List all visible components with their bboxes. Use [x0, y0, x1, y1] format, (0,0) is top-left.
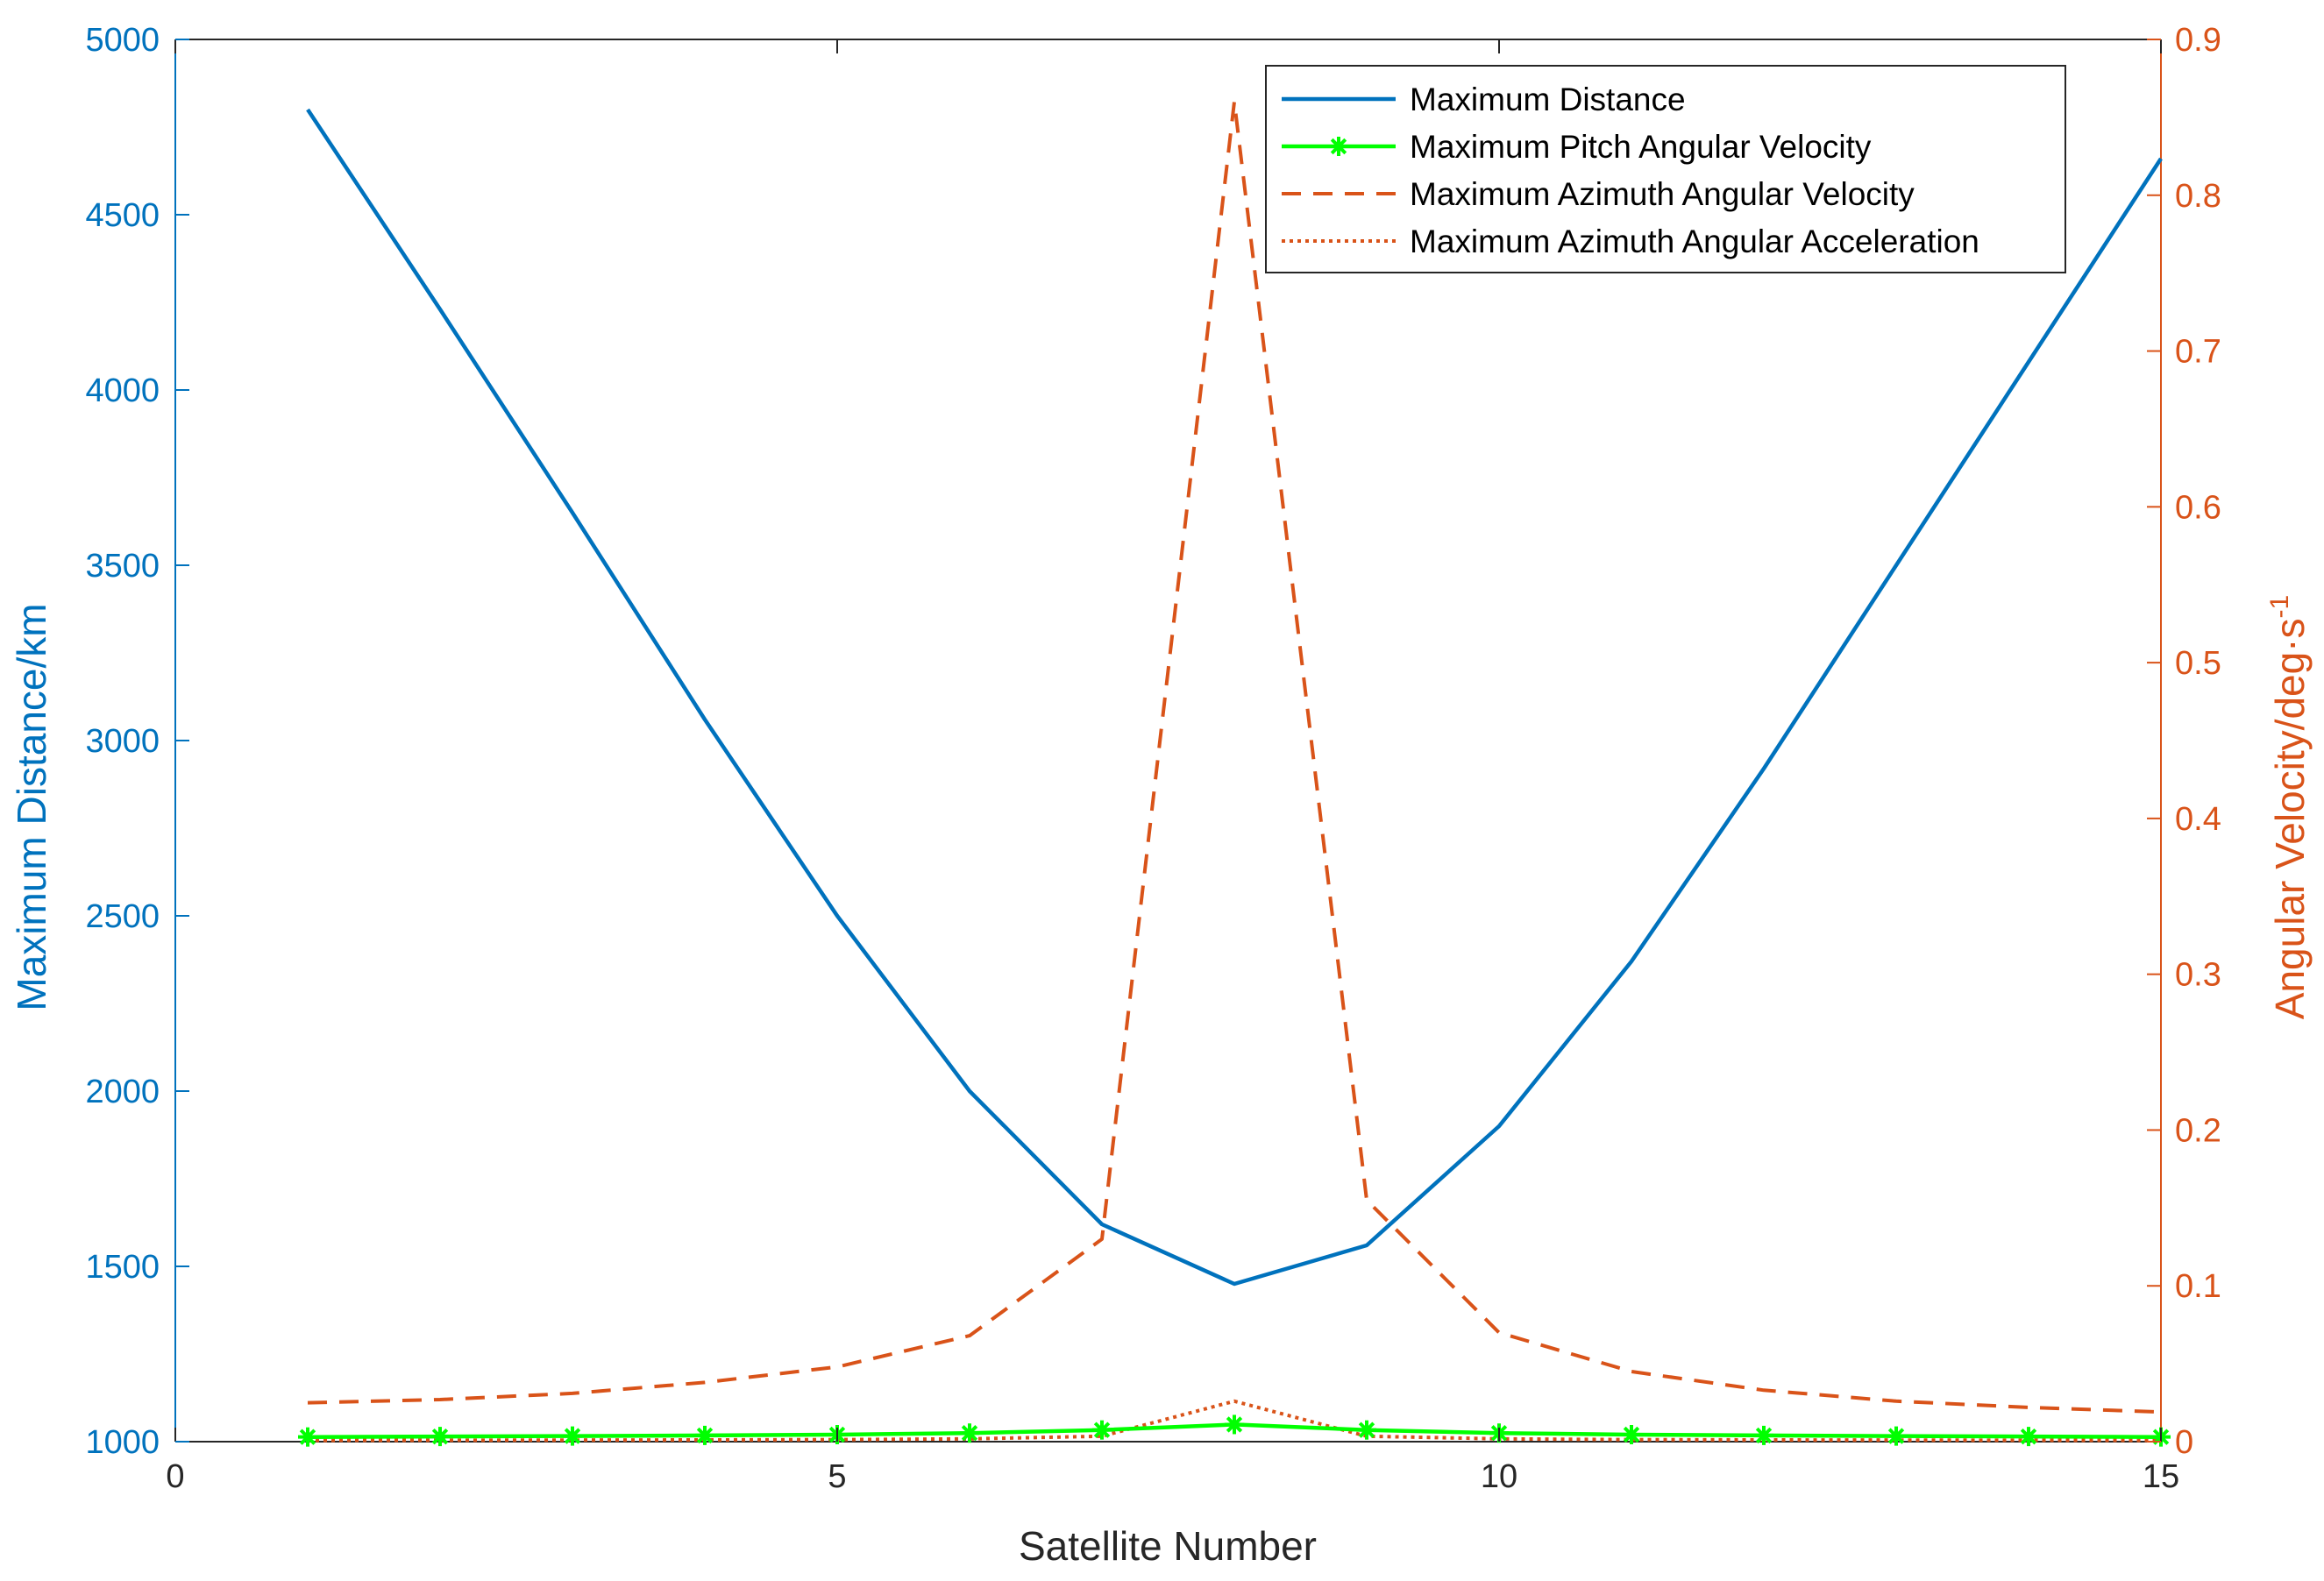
data-point [1092, 1420, 1112, 1440]
marker-arm [1887, 1428, 1905, 1444]
series-line [307, 100, 2162, 1414]
series-line [307, 1399, 2162, 1443]
marker-arm [299, 1429, 316, 1445]
y-right-tick-label: 0.7 [2175, 334, 2221, 371]
y-right-tick-label: 0.6 [2175, 489, 2221, 526]
marker-arm [961, 1425, 978, 1442]
legend-box [1265, 65, 2066, 273]
y-left-tick-label: 4500 [85, 197, 160, 234]
series-maximum-azimuth-angular-acceleration [307, 1399, 2162, 1443]
y-axis-right-label-exponent: -1 [2265, 595, 2294, 619]
series-maximum-pitch-angular-velocity [298, 1414, 2171, 1447]
x-tick-label: 0 [166, 1458, 184, 1495]
legend-item: Maximum Azimuth Angular Velocity [1282, 176, 1915, 212]
legend: Maximum Distance Maximum Pitch Angular Ve… [1265, 65, 2066, 273]
data-point [960, 1423, 979, 1443]
y-left-tick-label: 1500 [85, 1249, 160, 1286]
y-right-tick-label: 0.4 [2175, 801, 2221, 838]
marker-arm [1093, 1421, 1111, 1438]
legend-item: Maximum Azimuth Angular Acceleration [1282, 223, 1979, 259]
legend-marker [1329, 137, 1348, 156]
data-point [695, 1425, 714, 1445]
data-point [1887, 1426, 1906, 1446]
series-layer [298, 100, 2171, 1447]
data-point [2019, 1427, 2038, 1447]
legend-label: Maximum Distance [1410, 82, 1686, 117]
marker-arm [2020, 1428, 2037, 1445]
y-left-tick-label: 5000 [85, 22, 160, 59]
marker-arm [1226, 1416, 1243, 1433]
data-point [1357, 1420, 1376, 1440]
data-point [1225, 1414, 1244, 1435]
x-tick-label: 5 [828, 1458, 846, 1495]
marker-arm [696, 1427, 714, 1444]
x-axis-label: Satellite Number [1019, 1523, 1317, 1569]
legend-label: Maximum Azimuth Angular Acceleration [1410, 223, 1979, 259]
y-right-tick-label: 0.3 [2175, 957, 2221, 994]
legend-label: Maximum Pitch Angular Velocity [1410, 129, 1872, 165]
y-axis-right-label-base: Angular Velocity/deg·s [2267, 618, 2313, 1019]
ticks-layer: 0 5 10 15 1000 1500 2000 2500 3000 3500 4000 4500 50… [85, 22, 2221, 1495]
marker-arm [1623, 1426, 1640, 1443]
data-point [1754, 1425, 1773, 1445]
data-point [298, 1427, 317, 1447]
y-right-tick-label: 0.1 [2175, 1268, 2221, 1305]
marker-arm [1358, 1421, 1375, 1438]
y-right-tick-label: 0 [2175, 1424, 2193, 1461]
series-maximum-azimuth-angular-velocity [307, 100, 2162, 1414]
y-left-tick-label: 2500 [85, 898, 160, 935]
y-right-tick-label: 0.2 [2175, 1112, 2221, 1149]
y-left-tick-label: 2000 [85, 1074, 160, 1110]
legend-item: Maximum Distance [1282, 82, 1686, 117]
y-left-tick-label: 3000 [85, 723, 160, 760]
data-point [563, 1426, 582, 1446]
y-left-tick-label: 4000 [85, 372, 160, 409]
y-right-tick-label: 0.5 [2175, 645, 2221, 682]
y-right-tick-label: 0.9 [2175, 22, 2221, 59]
marker-arm [1330, 138, 1347, 155]
y-axis-left-label: Maximum Distance/km [9, 603, 54, 1010]
y-axis-right-label: Angular Velocity/deg·s-1 [2265, 595, 2313, 1019]
legend-item: Maximum Pitch Angular Velocity [1282, 129, 1872, 165]
x-tick-label: 15 [2143, 1458, 2179, 1495]
series-maximum-distance [306, 108, 2163, 1287]
marker-arm [1755, 1427, 1773, 1444]
y-left-tick-label: 3500 [85, 548, 160, 585]
marker-arm [564, 1428, 581, 1444]
marker-arm [431, 1428, 449, 1445]
data-point [1622, 1425, 1641, 1444]
legend-label: Maximum Azimuth Angular Velocity [1410, 176, 1915, 212]
y-right-tick-label: 0.8 [2175, 178, 2221, 215]
data-point [430, 1427, 450, 1447]
y-left-tick-label: 1000 [85, 1424, 160, 1461]
series-line [306, 108, 2163, 1287]
x-tick-label: 10 [1481, 1458, 1517, 1495]
